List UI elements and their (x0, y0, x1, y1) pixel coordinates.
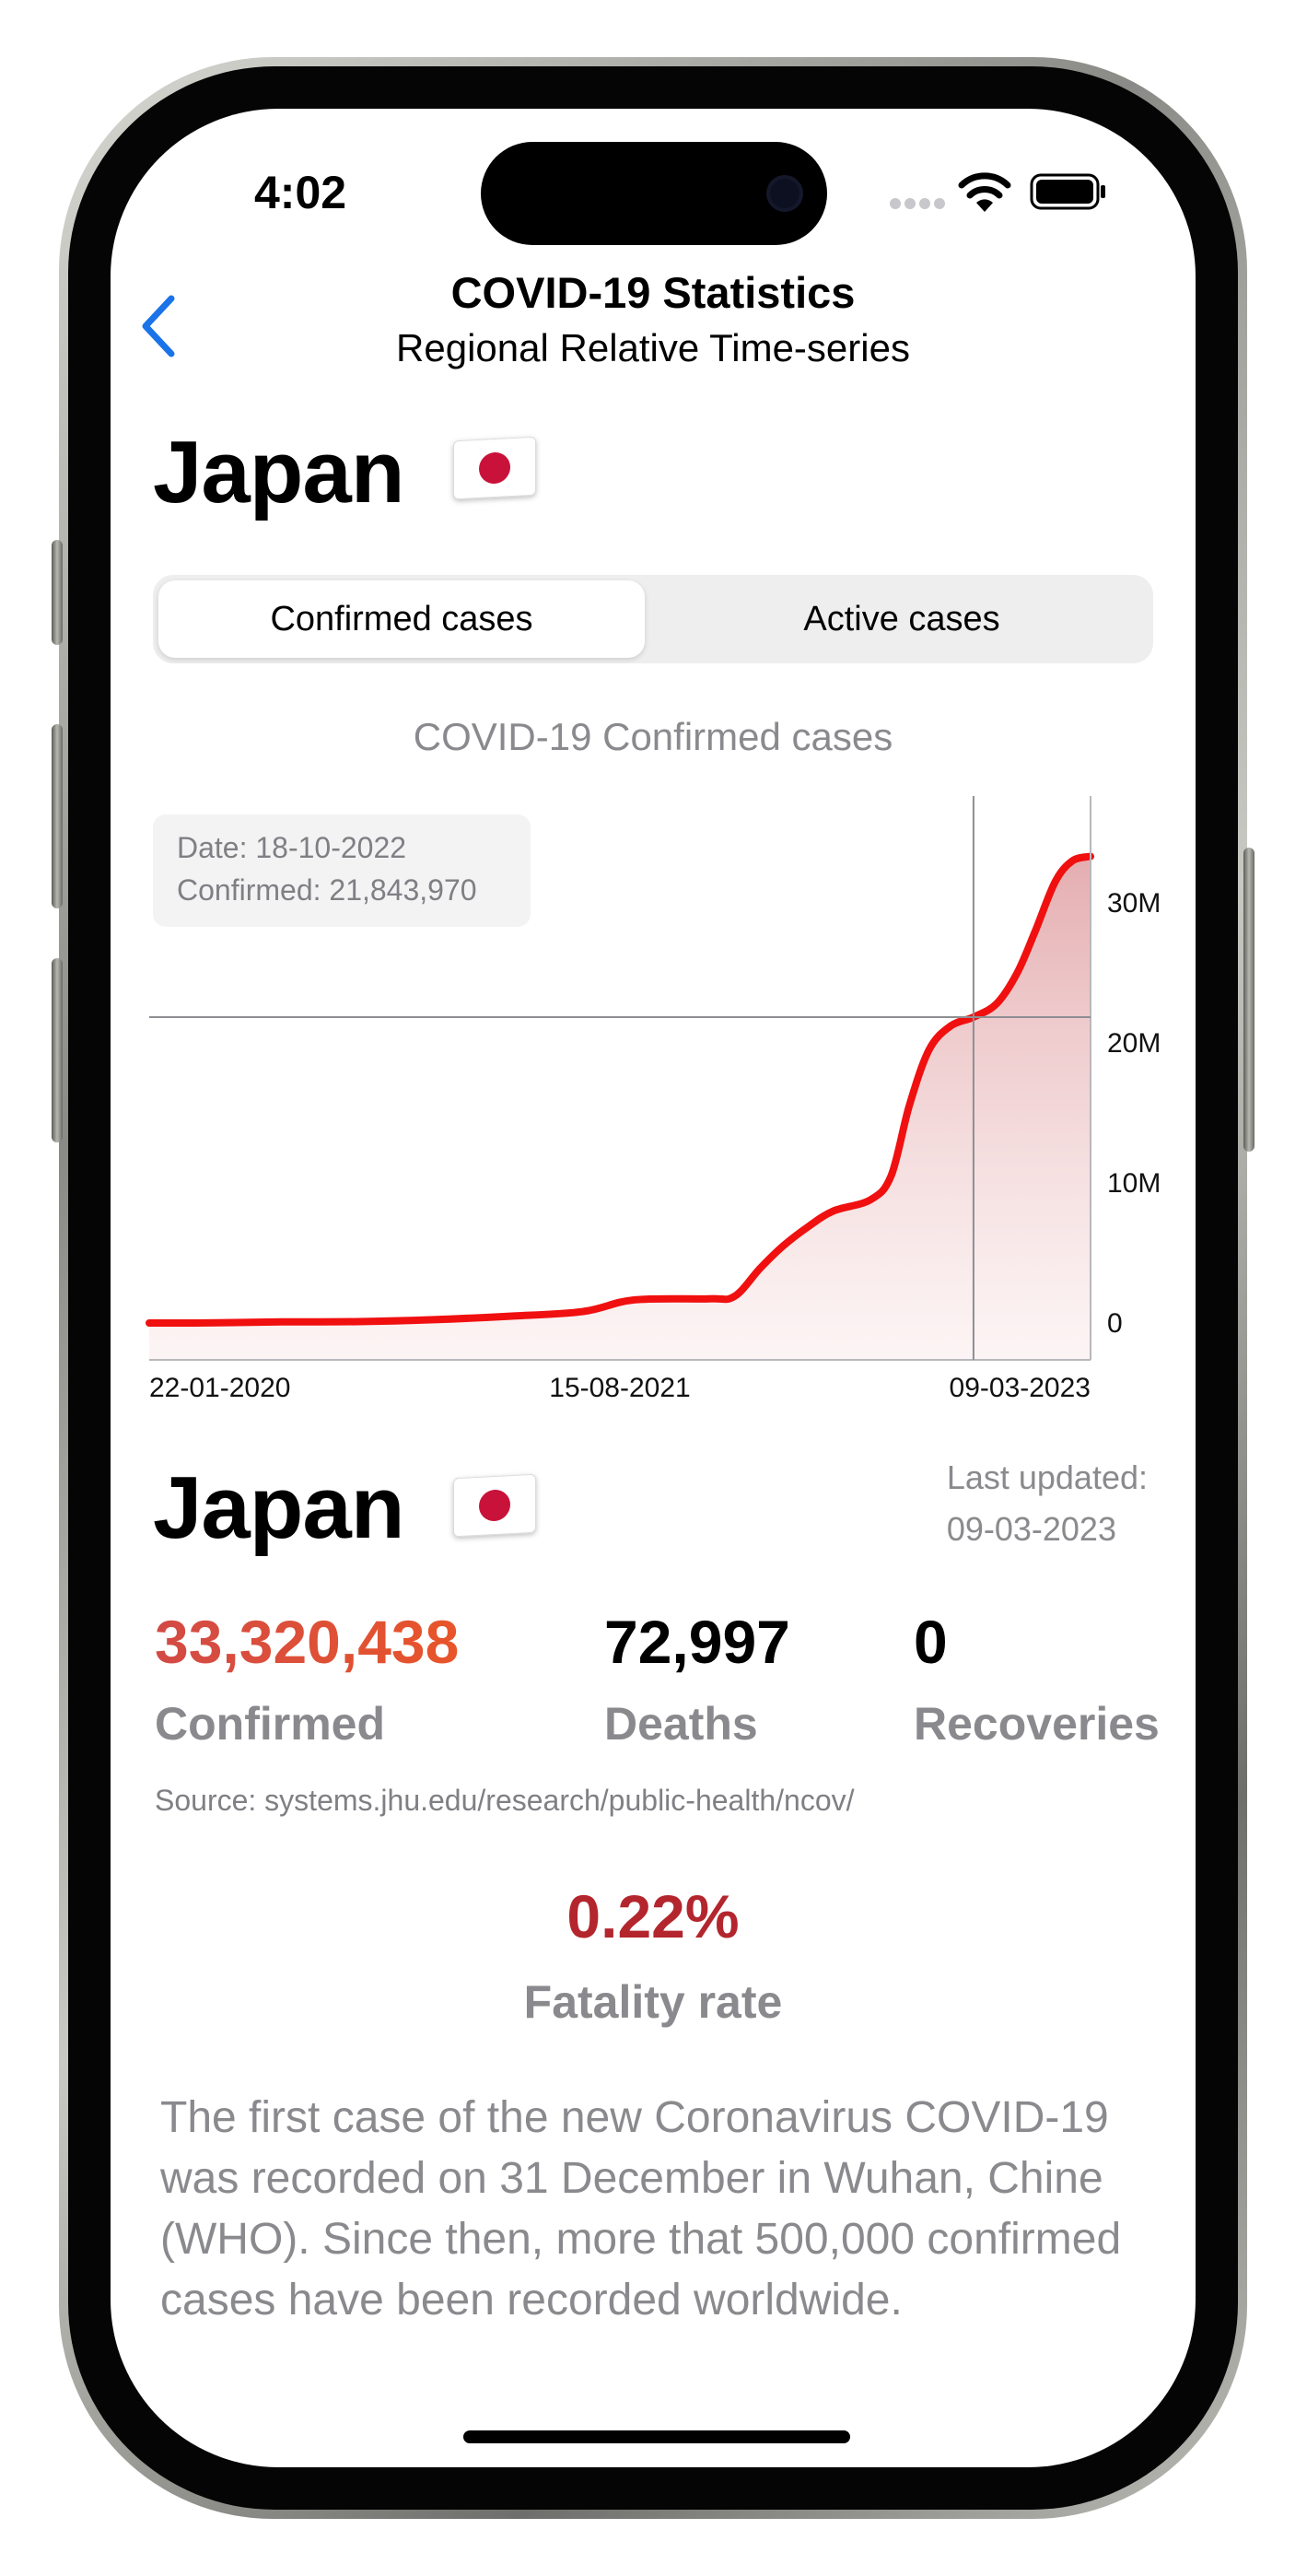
x-tick-label: 15-08-2021 (549, 1373, 690, 1403)
description-text: The first case of the new Coronavirus CO… (160, 2093, 1122, 2324)
summary-country-title: Japan (153, 1458, 404, 1557)
fatality-rate-label: Fatality rate (523, 1976, 783, 2028)
volume-down-button (52, 958, 63, 1142)
japan-flag-icon (453, 1473, 536, 1538)
series-line (146, 852, 1094, 1328)
tooltip-confirmed: Confirmed: 21,843,970 (177, 873, 477, 907)
back-chevron-icon[interactable] (131, 289, 186, 363)
segment-confirmed-cases[interactable]: Confirmed cases (158, 580, 645, 658)
fatality-rate-value: 0.22% (566, 1882, 740, 1950)
wifi-icon (958, 172, 1011, 212)
source-link[interactable]: Source: systems.jhu.edu/research/public-… (155, 1784, 855, 1817)
power-button (1243, 848, 1254, 1152)
battery-icon (1030, 173, 1105, 210)
x-tick-label: 09-03-2023 (950, 1373, 1091, 1403)
action-button (52, 540, 63, 645)
nav-subtitle: Regional Relative Time-series (396, 326, 910, 369)
tooltip-date: Date: 18-10-2022 (177, 831, 407, 864)
last-updated-label: Last updated: (946, 1458, 1148, 1496)
recoveries-label: Recoveries (914, 1698, 1160, 1750)
recoveries-value: 0 (914, 1608, 948, 1676)
status-time: 4:02 (254, 167, 347, 218)
cellular-signal-icon (890, 197, 949, 210)
y-tick-label: 30M (1107, 888, 1161, 919)
y-tick-label: 0 (1107, 1308, 1123, 1339)
confirmed-cases-chart[interactable]: 0 10M 20M 30M 22-01-2020 15-08-2021 09-03-2023 (146, 796, 1196, 1441)
x-tick-label: 22-01-2020 (149, 1373, 290, 1403)
dynamic-island (481, 142, 827, 245)
last-updated: Last updated: 09-03-2023 (947, 1452, 1148, 1555)
confirmed-value: 33,320,438 (155, 1608, 460, 1676)
y-tick-label: 10M (1107, 1168, 1161, 1199)
y-tick-label: 20M (1107, 1028, 1161, 1059)
case-type-segmented-control: Confirmed cases Active cases (153, 575, 1153, 663)
chart-tooltip: Date: 18-10-2022 Confirmed: 21,843,970 (153, 814, 531, 927)
country-title: Japan (153, 423, 404, 521)
segment-active-cases[interactable]: Active cases (803, 599, 1000, 638)
home-indicator[interactable] (463, 2430, 850, 2443)
volume-up-button (52, 724, 63, 908)
deaths-label: Deaths (604, 1698, 758, 1750)
confirmed-label: Confirmed (155, 1698, 385, 1750)
japan-flag-icon (453, 436, 536, 500)
nav-title: COVID-19 Statistics (450, 268, 856, 317)
last-updated-date: 09-03-2023 (946, 1510, 1116, 1548)
front-camera-icon (770, 179, 799, 208)
chart-title: COVID-19 Confirmed cases (413, 715, 893, 758)
series-area (149, 856, 1091, 1360)
app-screen: 4:02 COVID-19 Statistics Regional Relati… (111, 109, 1196, 2467)
deaths-value: 72,997 (604, 1608, 790, 1676)
